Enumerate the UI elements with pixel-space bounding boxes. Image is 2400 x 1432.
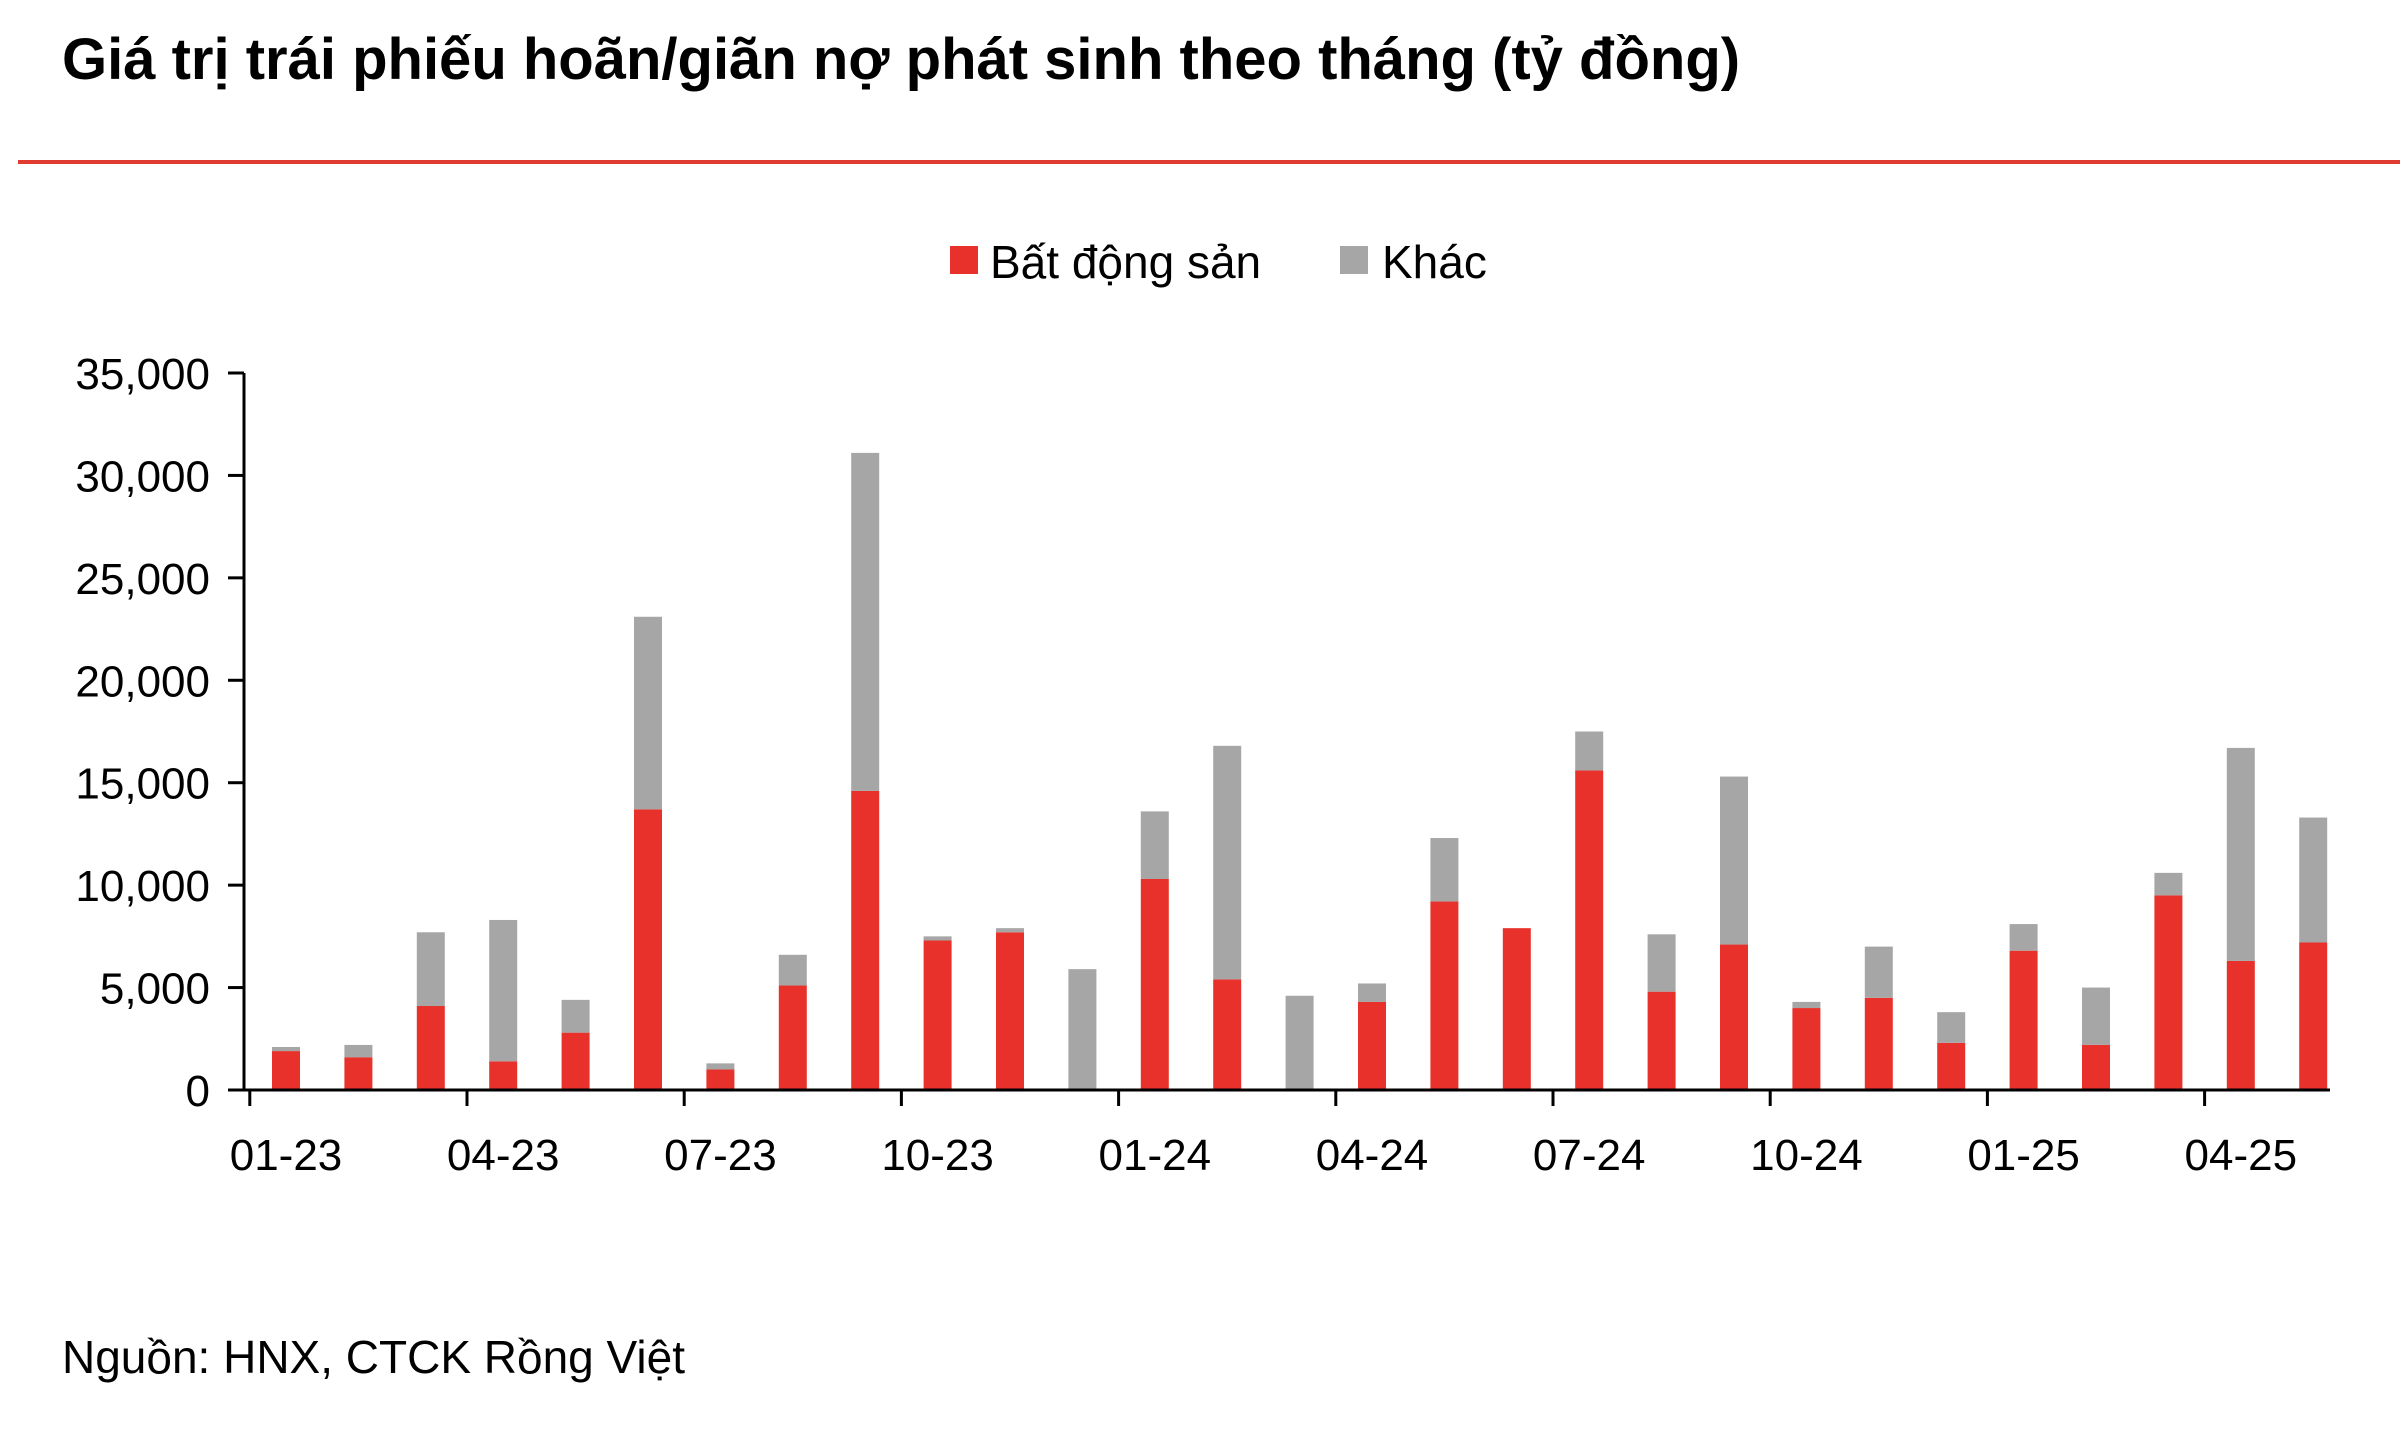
bar-other-01-24 xyxy=(1140,811,1169,879)
bar-other-11-23 xyxy=(996,928,1024,933)
x-tick-label: 07-23 xyxy=(664,1131,777,1180)
bar-other-05-25 xyxy=(2299,817,2328,943)
y-tick-label: 25,000 xyxy=(75,555,210,604)
bar-real-estate-08-24 xyxy=(1647,991,1676,1090)
bars xyxy=(272,452,2328,1090)
y-tick-label: 0 xyxy=(186,1067,210,1116)
bar-real-estate-05-23 xyxy=(561,1032,590,1090)
bar-real-estate-01-23 xyxy=(272,1051,300,1090)
x-tick-label: 01-24 xyxy=(1099,1131,1212,1180)
bar-other-04-24 xyxy=(1358,983,1386,1002)
x-tick-label: 07-24 xyxy=(1533,1131,1646,1180)
bar-real-estate-05-24 xyxy=(1430,901,1459,1090)
bar-real-estate-08-23 xyxy=(778,985,807,1090)
y-tick-label: 30,000 xyxy=(75,452,210,501)
stacked-bar-chart: Bất động sản Khác 0 5,000 10,000 15,000 20,0… xyxy=(75,236,2330,1180)
title-divider xyxy=(18,160,2400,164)
x-tick-label: 04-23 xyxy=(447,1131,560,1180)
bar-real-estate-01-24 xyxy=(1140,878,1169,1090)
x-tick-label: 10-23 xyxy=(881,1131,994,1180)
bar-other-11-24 xyxy=(1864,946,1893,998)
bar-real-estate-03-25 xyxy=(2154,895,2183,1090)
y-axis: 0 5,000 10,000 15,000 20,000 25,000 30,000 35,0… xyxy=(75,350,246,1116)
bar-other-05-23 xyxy=(561,999,590,1033)
bar-other-04-25 xyxy=(2226,747,2255,961)
bar-other-07-23 xyxy=(706,1063,735,1070)
bar-real-estate-09-24 xyxy=(1720,944,1748,1090)
bar-other-03-23 xyxy=(416,932,445,1007)
bar-real-estate-04-25 xyxy=(2226,960,2255,1090)
x-tick-label: 01-23 xyxy=(230,1131,343,1180)
legend-label-real-estate: Bất động sản xyxy=(990,236,1261,288)
x-tick-label: 10-24 xyxy=(1750,1131,1863,1180)
bar-real-estate-02-24 xyxy=(1213,979,1242,1090)
bar-other-10-23 xyxy=(923,936,952,941)
bar-other-03-24 xyxy=(1285,995,1314,1090)
bar-real-estate-02-25 xyxy=(2082,1044,2110,1090)
bar-real-estate-10-24 xyxy=(1792,1008,1821,1090)
bar-other-06-23 xyxy=(634,616,662,810)
x-tick-label: 04-25 xyxy=(2185,1131,2298,1180)
y-tick-label: 35,000 xyxy=(75,350,210,399)
bar-real-estate-01-25 xyxy=(2009,950,2038,1090)
y-tick-label: 15,000 xyxy=(75,760,210,809)
bar-real-estate-07-23 xyxy=(706,1069,735,1090)
legend-swatch-real-estate xyxy=(950,246,978,274)
bar-other-12-24 xyxy=(1937,1012,1966,1043)
bar-other-08-24 xyxy=(1647,934,1676,992)
bar-other-01-23 xyxy=(272,1046,300,1052)
bar-other-02-25 xyxy=(2082,987,2110,1045)
bar-other-10-24 xyxy=(1792,1001,1821,1009)
bar-real-estate-10-23 xyxy=(923,940,952,1090)
legend: Bất động sản Khác xyxy=(950,236,1487,288)
bar-other-09-23 xyxy=(851,452,880,791)
bar-other-09-24 xyxy=(1720,776,1748,945)
bar-other-03-25 xyxy=(2154,872,2183,896)
bar-other-02-24 xyxy=(1213,745,1242,980)
bar-real-estate-07-24 xyxy=(1575,770,1604,1090)
bar-real-estate-12-24 xyxy=(1937,1042,1966,1090)
bar-other-04-23 xyxy=(489,919,518,1062)
bar-real-estate-02-23 xyxy=(344,1057,373,1090)
chart-title: Giá trị trái phiếu hoãn/giãn nợ phát sin… xyxy=(62,27,1741,92)
bar-other-01-25 xyxy=(2009,924,2038,951)
bar-real-estate-09-23 xyxy=(851,790,880,1090)
x-tick-label: 04-24 xyxy=(1316,1131,1429,1180)
bar-real-estate-04-24 xyxy=(1358,1001,1386,1090)
legend-label-other: Khác xyxy=(1382,236,1487,288)
y-tick-label: 10,000 xyxy=(75,862,210,911)
bar-real-estate-03-23 xyxy=(416,1006,445,1090)
bar-other-12-23 xyxy=(1068,969,1097,1090)
y-tick-label: 20,000 xyxy=(75,657,210,706)
bar-real-estate-04-23 xyxy=(489,1061,518,1090)
bar-real-estate-06-24 xyxy=(1502,928,1531,1090)
x-tick-label: 01-25 xyxy=(1967,1131,2080,1180)
bar-other-05-24 xyxy=(1430,838,1459,902)
source-note: Nguồn: HNX, CTCK Rồng Việt xyxy=(62,1331,685,1383)
bar-other-08-23 xyxy=(778,954,807,986)
bar-real-estate-06-23 xyxy=(634,809,662,1090)
bar-real-estate-11-24 xyxy=(1864,997,1893,1090)
bar-real-estate-11-23 xyxy=(996,932,1024,1090)
bar-real-estate-05-25 xyxy=(2299,942,2328,1090)
bar-other-07-24 xyxy=(1575,731,1604,771)
y-tick-label: 5,000 xyxy=(100,965,210,1014)
bar-other-02-23 xyxy=(344,1044,373,1058)
x-axis: 01-23 04-23 07-23 10-23 01-24 04-24 07-24 10-24… xyxy=(230,1088,2330,1180)
legend-swatch-other xyxy=(1340,246,1368,274)
